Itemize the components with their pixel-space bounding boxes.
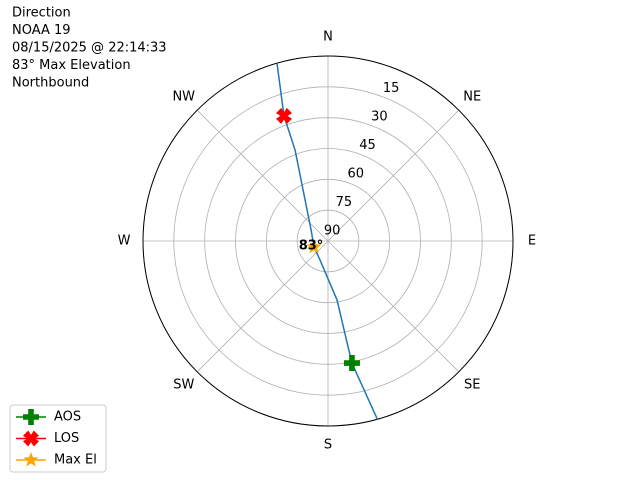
legend: AOS LOS Max El bbox=[9, 404, 107, 473]
legend-marker bbox=[23, 409, 39, 425]
legend-frame bbox=[9, 404, 107, 473]
theta-tick-label: N bbox=[323, 30, 333, 45]
theta-tick-label: E bbox=[528, 234, 536, 249]
theta-tick-label: W bbox=[118, 234, 131, 249]
r-grid-circle bbox=[265, 178, 391, 304]
legend-label: LOS bbox=[54, 431, 79, 446]
r-grid-circle bbox=[173, 86, 483, 396]
theta-tick-label: NW bbox=[172, 89, 195, 104]
r-tick-label: 30 bbox=[371, 110, 388, 125]
legend-marker bbox=[23, 452, 39, 467]
theta-tick-label: S bbox=[324, 438, 332, 453]
marker-star bbox=[306, 238, 322, 254]
marker-x bbox=[276, 107, 292, 124]
r-tick-label: 45 bbox=[359, 138, 376, 153]
r-tick-label: 90 bbox=[324, 223, 341, 238]
legend-label: Max El bbox=[54, 453, 97, 468]
theta-tick-label: NE bbox=[463, 89, 481, 104]
title-line: NOAA 19 bbox=[12, 23, 71, 38]
r-tick-label: 15 bbox=[383, 81, 400, 96]
theta-tick-label: SE bbox=[464, 378, 480, 393]
r-tick-label: 75 bbox=[336, 195, 353, 210]
r-grid-circle bbox=[296, 209, 360, 273]
legend-label: AOS bbox=[54, 410, 81, 425]
r-grid-circle bbox=[204, 117, 452, 365]
polar-frame bbox=[142, 55, 514, 427]
title-line: Northbound bbox=[12, 76, 89, 91]
r-tick-label: 60 bbox=[347, 167, 364, 182]
annotation: 83° bbox=[299, 238, 324, 253]
title-line: 08/15/2025 @ 22:14:33 bbox=[12, 41, 167, 56]
marker-plus bbox=[343, 355, 360, 372]
title-line: 83° Max Elevation bbox=[12, 58, 131, 73]
legend-marker bbox=[23, 430, 39, 447]
title-line: Direction bbox=[12, 6, 71, 21]
theta-tick-label: SW bbox=[173, 378, 194, 393]
r-grid-circle bbox=[235, 148, 421, 334]
